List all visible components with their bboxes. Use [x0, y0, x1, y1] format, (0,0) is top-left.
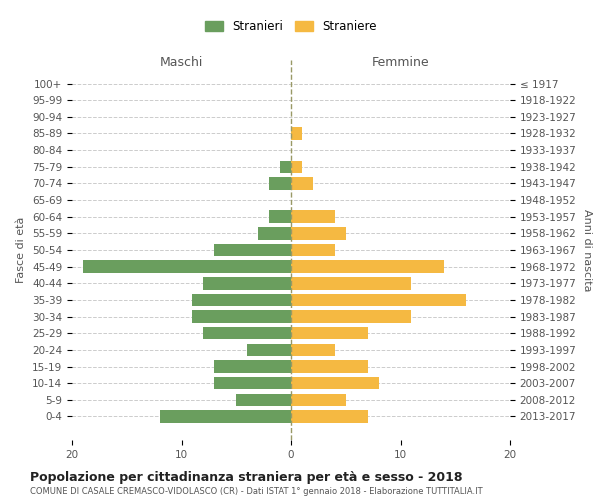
Bar: [291, 160, 302, 173]
Bar: [291, 277, 412, 289]
Text: Popolazione per cittadinanza straniera per età e sesso - 2018: Popolazione per cittadinanza straniera p…: [30, 472, 463, 484]
Bar: [291, 394, 346, 406]
Bar: [203, 277, 291, 289]
Bar: [291, 294, 466, 306]
Bar: [291, 227, 346, 239]
Bar: [258, 227, 291, 239]
Bar: [291, 244, 335, 256]
Bar: [291, 177, 313, 190]
Bar: [214, 360, 291, 373]
Bar: [247, 344, 291, 356]
Bar: [291, 310, 412, 323]
Text: COMUNE DI CASALE CREMASCO-VIDOLASCO (CR) - Dati ISTAT 1° gennaio 2018 - Elaboraz: COMUNE DI CASALE CREMASCO-VIDOLASCO (CR)…: [30, 486, 482, 496]
Bar: [214, 377, 291, 390]
Bar: [291, 377, 379, 390]
Bar: [291, 360, 368, 373]
Bar: [236, 394, 291, 406]
Bar: [291, 260, 444, 273]
Bar: [291, 327, 368, 340]
Bar: [291, 210, 335, 223]
Bar: [193, 294, 291, 306]
Text: Femmine: Femmine: [371, 56, 430, 68]
Y-axis label: Anni di nascita: Anni di nascita: [582, 209, 592, 291]
Bar: [269, 177, 291, 190]
Y-axis label: Fasce di età: Fasce di età: [16, 217, 26, 283]
Bar: [291, 127, 302, 140]
Bar: [291, 410, 368, 422]
Bar: [193, 310, 291, 323]
Bar: [291, 344, 335, 356]
Bar: [203, 327, 291, 340]
Bar: [214, 244, 291, 256]
Bar: [269, 210, 291, 223]
Legend: Stranieri, Straniere: Stranieri, Straniere: [202, 16, 380, 36]
Text: Maschi: Maschi: [160, 56, 203, 68]
Bar: [83, 260, 291, 273]
Bar: [280, 160, 291, 173]
Bar: [160, 410, 291, 422]
